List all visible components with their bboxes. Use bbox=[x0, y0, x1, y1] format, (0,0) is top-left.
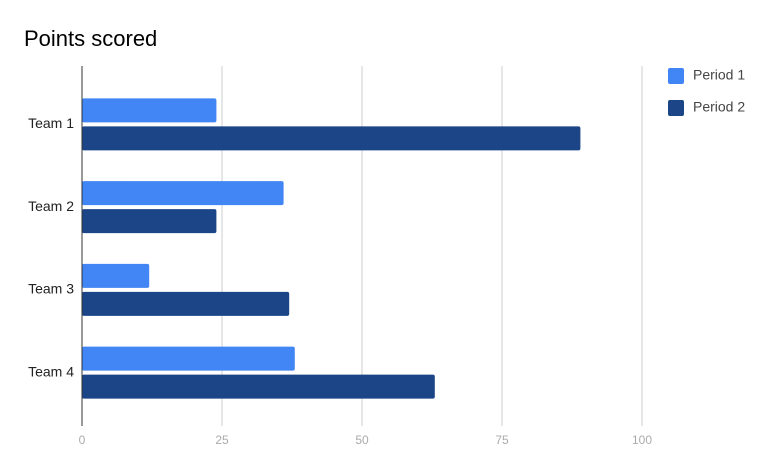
y-tick-label: Team 3 bbox=[28, 281, 74, 297]
legend-swatch bbox=[668, 100, 684, 116]
x-tick-label: 25 bbox=[215, 433, 229, 447]
y-tick-label: Team 4 bbox=[28, 363, 74, 379]
y-tick-label: Team 1 bbox=[28, 115, 74, 131]
bar bbox=[82, 374, 435, 399]
chart-title: Points scored bbox=[24, 26, 157, 51]
bar bbox=[82, 291, 290, 316]
x-tick-label: 100 bbox=[632, 433, 652, 447]
legend-label: Period 1 bbox=[693, 67, 745, 83]
bar bbox=[82, 98, 217, 123]
legend-label: Period 2 bbox=[693, 99, 745, 115]
bar bbox=[82, 181, 284, 206]
x-tick-label: 50 bbox=[355, 433, 369, 447]
bar bbox=[82, 209, 217, 234]
x-tick-label: 0 bbox=[79, 433, 86, 447]
y-tick-label: Team 2 bbox=[28, 198, 74, 214]
bar bbox=[82, 263, 150, 288]
x-tick-label: 75 bbox=[495, 433, 509, 447]
legend-swatch bbox=[668, 68, 684, 84]
bar bbox=[82, 126, 581, 151]
bar bbox=[82, 346, 295, 371]
